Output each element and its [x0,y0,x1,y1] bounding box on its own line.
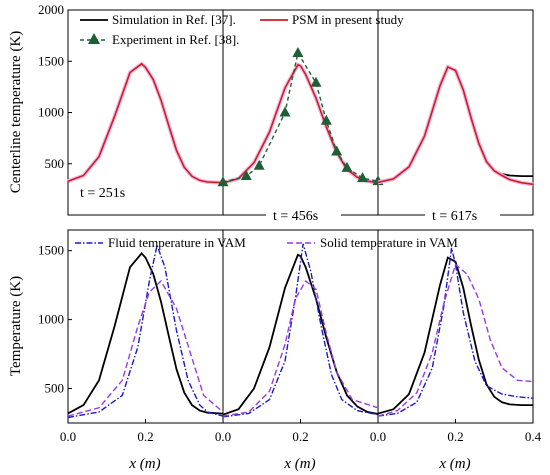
series-line-bottom-right-fluid [377,247,534,417]
top-y-tick-label: 2000 [38,2,64,17]
top-y-tick-label: 1000 [38,105,64,120]
legend-psm-label: PSM in present study [292,12,404,27]
experiment-point [357,172,368,183]
top-y-tick-label: 1500 [38,53,64,68]
bottom-x-tick-label: 0.0 [60,429,76,444]
series-line-bottom-middle-fluid [222,243,379,418]
series-halo-top-middle-psm [222,62,379,185]
experiment-point [292,47,304,58]
bottom-y-tick-label: 1500 [38,243,64,258]
top-y-ticks: 500 1000 1500 2000 [38,2,72,171]
panel-frame-top-middle [222,9,379,216]
legend-top: Simulation in Ref. [37]. PSM in present … [80,12,404,47]
time-label-617: t = 617s [425,205,500,227]
legend-bottom: Fluid temperature in VAM Solid temperatu… [75,235,458,250]
bottom-x-tick-label: 0.0 [215,429,231,444]
legend-solid-label: Solid temperature in VAM [320,235,458,250]
series-line-bottom-middle-solid [222,279,379,417]
x-axis-title-right: x (m) [438,456,470,472]
series-line-top-middle-simulation [222,63,379,185]
experiment-point [320,114,332,125]
experiment-point [217,176,229,187]
legend-fluid-label: Fluid temperature in VAM [108,235,246,250]
time-label-text: t = 251s [80,186,125,201]
panel-frame-bottom-right [377,229,534,424]
series-line-top-middle-psm [222,63,379,184]
time-label-251: t = 251s [73,181,148,203]
series-line-top-left-psm [67,62,224,184]
bottom-x-ticks: 0.0 0.2 0.0 0.2 0.0 0.2 0.4 [60,419,542,444]
legend-experiment-label: Experiment in Ref. [38]. [112,32,239,47]
experiment-point [253,159,265,170]
bottom-y-tick-label: 500 [45,381,65,396]
time-label-text: t = 617s [432,209,477,224]
experiment-point [279,106,291,117]
top-y-tick-label: 500 [45,156,65,171]
bottom-y-ticks: 500 1000 1500 [38,243,72,396]
series-line-bottom-right-solid [377,263,534,417]
top-y-axis-title: Centerline temperature (K) [8,31,24,193]
experiment-point [331,145,343,156]
series-line-bottom-middle-simulation [222,253,379,416]
legend-simulation-label: Simulation in Ref. [37]. [112,12,236,27]
legend-experiment-marker [88,33,100,44]
bottom-x-tick-label: 0.2 [137,429,153,444]
experiment-point [341,161,353,172]
series-line-top-middle-experiment [222,51,379,183]
x-axis-title-middle: x (m) [283,456,315,472]
panel-frame-top-right [377,9,534,216]
experiment-point [310,76,322,87]
x-axis-title-left: x (m) [128,456,160,472]
series-layer [67,47,534,419]
series-line-top-right-simulation [377,65,533,184]
series-line-bottom-right-simulation [377,256,533,415]
bottom-x-tick-label: 0.2 [447,429,463,444]
bottom-y-axis-title: Temperature (K) [8,276,24,376]
series-line-top-right-psm [377,65,534,186]
series-line-bottom-left-simulation [67,252,224,415]
experiment-point [240,170,252,181]
time-label-text: t = 456s [273,209,318,224]
time-label-456: t = 456s [266,205,341,227]
bottom-x-tick-label: 0.2 [292,429,308,444]
series-line-bottom-left-solid [67,279,224,417]
bottom-x-tick-label: 0.4 [525,429,542,444]
series-halo-top-right-psm [377,64,534,187]
bottom-y-tick-label: 1000 [38,312,64,327]
bottom-x-tick-label: 0.0 [370,429,386,444]
series-line-bottom-left-fluid [67,242,224,419]
